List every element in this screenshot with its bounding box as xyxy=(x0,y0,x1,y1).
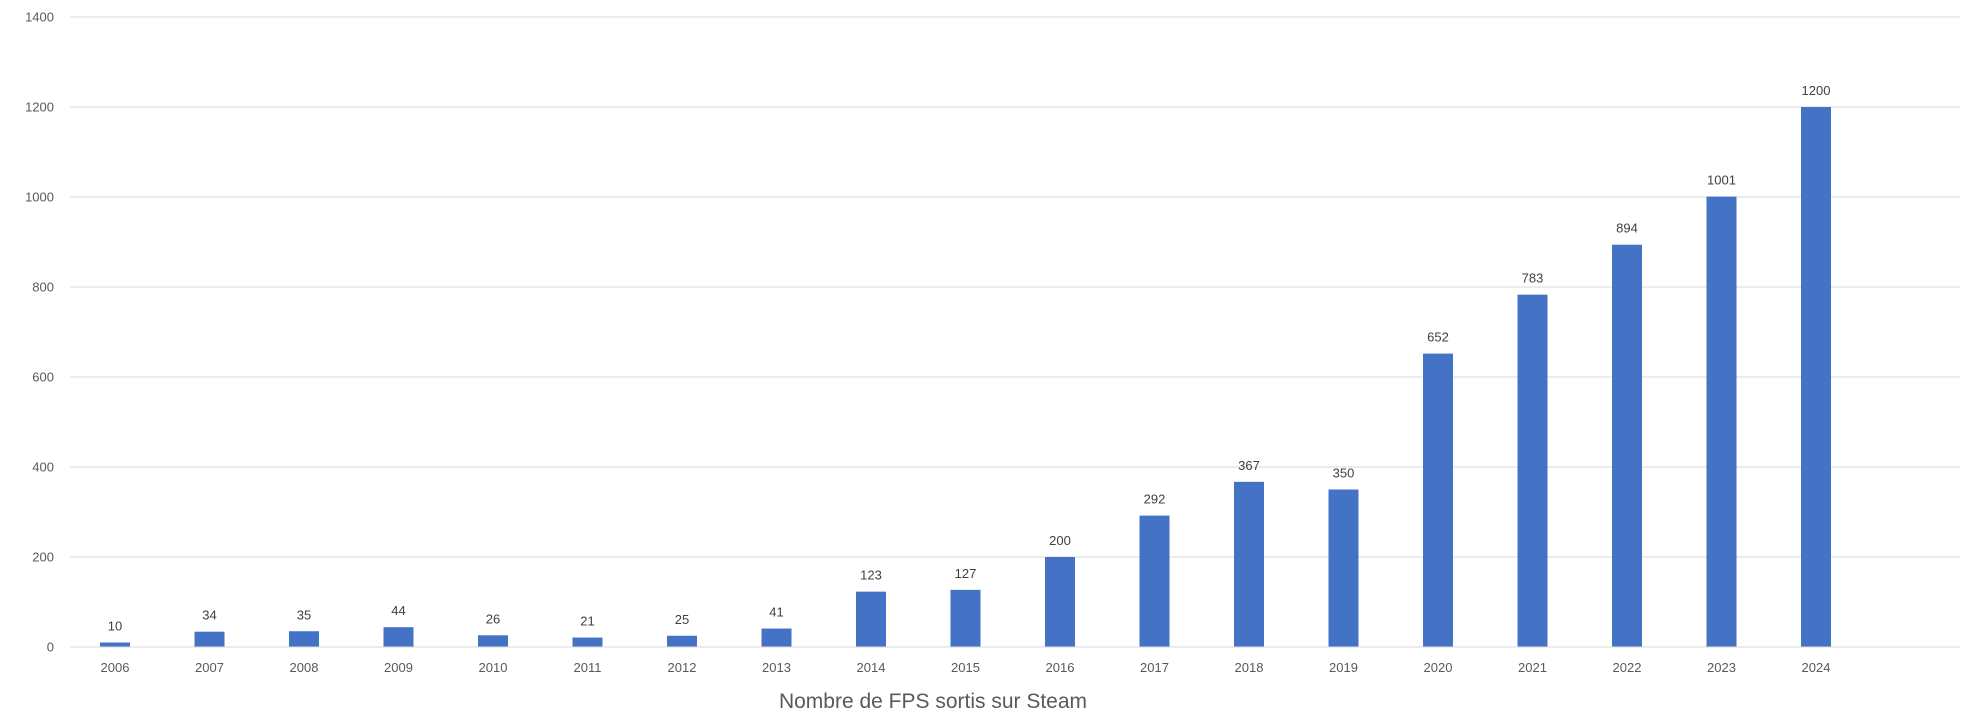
x-tick-label-2015: 2015 xyxy=(951,660,980,675)
y-tick-label: 200 xyxy=(32,550,54,565)
x-tick-label-2018: 2018 xyxy=(1235,660,1264,675)
x-tick-label-2019: 2019 xyxy=(1329,660,1358,675)
data-label-2011: 21 xyxy=(580,614,594,629)
data-label-2014: 123 xyxy=(860,568,882,583)
x-tick-label-2006: 2006 xyxy=(101,660,130,675)
x-tick-label-2016: 2016 xyxy=(1046,660,1075,675)
data-label-2012: 25 xyxy=(675,612,689,627)
data-labels: 10 34 35 44 26 21 25 41 123 127 200 292 367 350 652 783… xyxy=(108,83,1831,634)
x-tick-label-2013: 2013 xyxy=(762,660,791,675)
data-label-2010: 26 xyxy=(486,611,500,626)
bar-2012 xyxy=(667,635,697,647)
x-tick-label-2007: 2007 xyxy=(195,660,224,675)
data-label-2016: 200 xyxy=(1049,533,1071,548)
bar-2018 xyxy=(1234,481,1264,647)
bar-2009 xyxy=(383,627,414,647)
data-label-2023: 1001 xyxy=(1707,173,1736,188)
bar-2015 xyxy=(950,589,981,647)
y-axis-ticks: 0 200 400 600 800 1000 1200 1400 xyxy=(25,10,54,655)
x-axis-title: Nombre de FPS sortis sur Steam xyxy=(779,690,1087,713)
bar-2024 xyxy=(1801,107,1831,647)
bar-2013 xyxy=(761,628,792,647)
bar-2022 xyxy=(1612,244,1642,647)
y-tick-label: 0 xyxy=(47,640,54,655)
bar-2006 xyxy=(100,642,130,647)
bar-2020 xyxy=(1423,353,1453,647)
x-tick-label-2017: 2017 xyxy=(1140,660,1169,675)
bar-2017 xyxy=(1139,515,1170,647)
y-tick-label: 600 xyxy=(32,370,54,385)
y-tick-label: 1000 xyxy=(25,190,54,205)
data-label-2008: 35 xyxy=(297,607,311,622)
x-tick-label-2008: 2008 xyxy=(290,660,319,675)
data-label-2015: 127 xyxy=(955,566,977,581)
gridlines xyxy=(70,16,1960,558)
x-tick-label-2011: 2011 xyxy=(574,660,602,675)
bar-2019 xyxy=(1328,489,1359,647)
bar-2014 xyxy=(856,591,886,647)
y-tick-label: 400 xyxy=(32,460,54,475)
x-tick-label-2020: 2020 xyxy=(1424,660,1453,675)
x-tick-label-2014: 2014 xyxy=(857,660,886,675)
x-tick-label-2024: 2024 xyxy=(1802,660,1831,675)
data-label-2022: 894 xyxy=(1616,221,1638,236)
bar-2010 xyxy=(478,635,508,647)
bar-2011 xyxy=(572,637,603,647)
data-label-2007: 34 xyxy=(202,608,216,623)
data-label-2006: 10 xyxy=(108,619,122,634)
x-tick-label-2009: 2009 xyxy=(384,660,413,675)
data-label-2009: 44 xyxy=(391,603,405,618)
data-label-2017: 292 xyxy=(1144,492,1166,507)
x-tick-label-2022: 2022 xyxy=(1613,660,1642,675)
y-tick-label: 800 xyxy=(32,280,54,295)
x-axis-ticks: 2006 2007 2008 2009 2010 2011 2012 2013 2014 2015… xyxy=(101,660,1831,675)
bars xyxy=(100,107,1831,648)
bar-2016 xyxy=(1045,557,1075,647)
x-tick-label-2023: 2023 xyxy=(1707,660,1736,675)
data-label-2024: 1200 xyxy=(1802,83,1831,98)
data-label-2020: 652 xyxy=(1427,330,1449,345)
bar-2007 xyxy=(194,631,225,647)
y-tick-label: 1400 xyxy=(25,10,54,25)
bar-2023 xyxy=(1706,196,1737,648)
bar-2021 xyxy=(1517,294,1548,647)
data-label-2019: 350 xyxy=(1333,466,1355,481)
y-tick-label: 1200 xyxy=(25,100,54,115)
x-tick-label-2012: 2012 xyxy=(668,660,697,675)
x-tick-label-2021: 2021 xyxy=(1518,660,1547,675)
data-label-2021: 783 xyxy=(1522,271,1544,286)
data-label-2018: 367 xyxy=(1238,458,1260,473)
bar-2008 xyxy=(289,631,319,647)
x-tick-label-2010: 2010 xyxy=(479,660,508,675)
data-label-2013: 41 xyxy=(769,605,783,620)
